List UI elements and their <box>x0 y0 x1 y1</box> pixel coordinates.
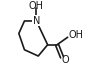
Text: O: O <box>61 55 69 65</box>
Text: OH: OH <box>68 30 83 40</box>
Text: OH: OH <box>29 1 44 11</box>
Text: N: N <box>33 16 40 26</box>
